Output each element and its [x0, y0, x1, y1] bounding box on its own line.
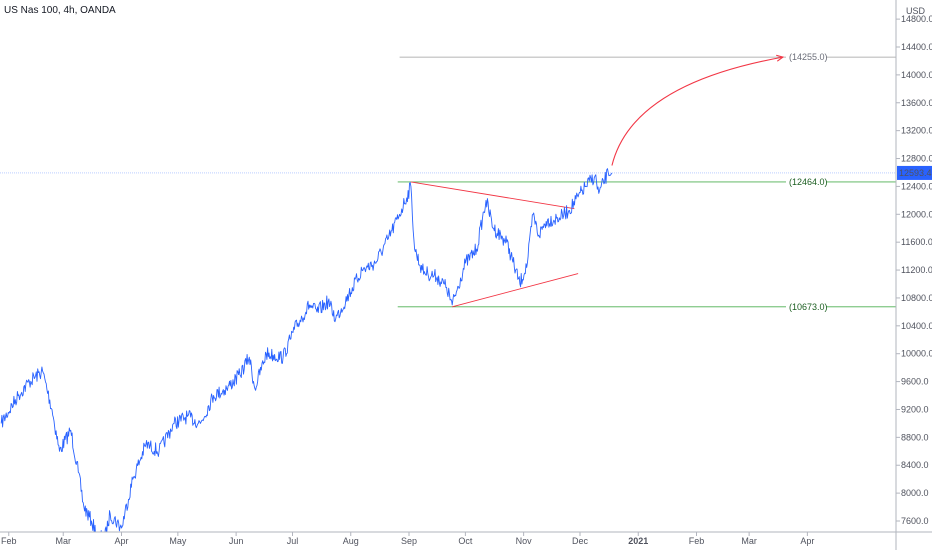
x-tick-label: Mar: [741, 536, 757, 546]
y-tick-label: 13200.0: [901, 126, 932, 136]
current-price-label: 12593.4: [899, 168, 932, 178]
y-tick-label: 14800.0: [901, 14, 932, 24]
y-tick-label: 12400.0: [901, 181, 932, 191]
y-tick-label: 10400.0: [901, 321, 932, 331]
x-tick-label: Apr: [800, 536, 814, 546]
projection-arrow[interactable]: [611, 56, 784, 166]
x-tick-label: May: [169, 536, 187, 546]
y-tick-label: 14400.0: [901, 42, 932, 52]
currency-label: USD: [906, 6, 926, 16]
y-tick-label: 14000.0: [901, 70, 932, 80]
x-tick-label: Mar: [55, 536, 71, 546]
x-tick-label: Feb: [689, 536, 705, 546]
x-tick-label: Apr: [114, 536, 128, 546]
y-tick-label: 9200.0: [901, 404, 929, 414]
level-label-1: (12464.0): [789, 177, 828, 187]
y-tick-label: 10000.0: [901, 349, 932, 359]
price-series-line[interactable]: [0, 168, 613, 541]
projection-arrow-head: [776, 54, 785, 62]
level-label-2: (10673.0): [789, 302, 828, 312]
x-tick-label: Aug: [343, 536, 359, 546]
trendline-0[interactable]: [410, 181, 575, 210]
y-tick-label: 12000.0: [901, 209, 932, 219]
x-tick-label: Oct: [458, 536, 473, 546]
y-tick-label: 11200.0: [901, 265, 932, 275]
y-tick-label: 12800.0: [901, 154, 932, 164]
y-tick-label: 9600.0: [901, 377, 929, 387]
x-tick-label: Jul: [287, 536, 299, 546]
x-tick-label: 2021: [628, 536, 648, 546]
y-tick-label: 11600.0: [901, 237, 932, 247]
x-tick-label: Nov: [516, 536, 533, 546]
y-tick-label: 8800.0: [901, 432, 929, 442]
y-tick-label: 7600.0: [901, 516, 929, 526]
chart-title: US Nas 100, 4h, OANDA: [4, 5, 116, 16]
y-tick-label: 13600.0: [901, 98, 932, 108]
trendline-1[interactable]: [452, 273, 579, 308]
y-tick-label: 10800.0: [901, 293, 932, 303]
level-label-0: (14255.0): [789, 52, 828, 62]
x-tick-label: Feb: [1, 536, 17, 546]
y-tick-label: 8000.0: [901, 488, 929, 498]
x-tick-label: Jun: [229, 536, 244, 546]
current-price-badge: [897, 165, 932, 180]
x-tick-label: Dec: [572, 536, 589, 546]
y-tick-label: 8400.0: [901, 460, 929, 470]
x-tick-label: Sep: [401, 536, 417, 546]
